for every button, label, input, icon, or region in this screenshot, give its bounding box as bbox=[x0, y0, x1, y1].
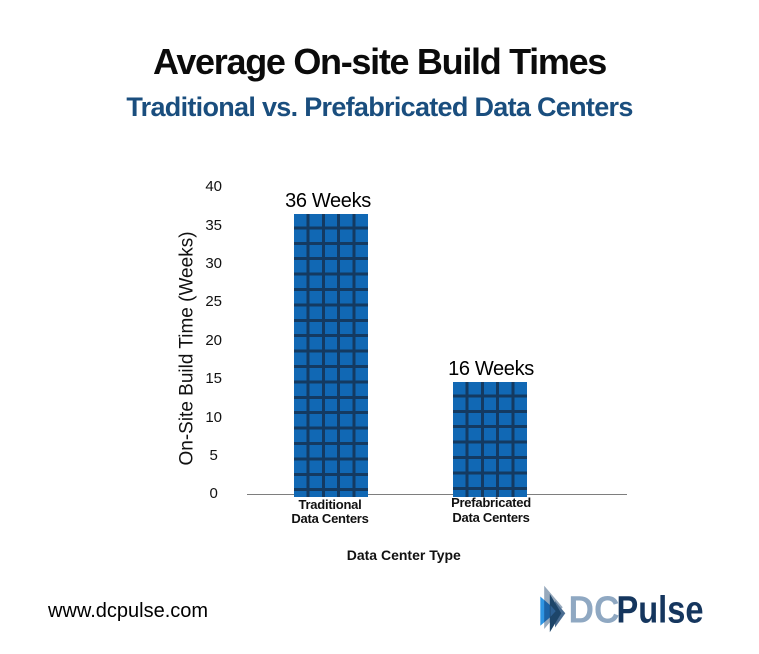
svg-text:DC: DC bbox=[569, 589, 620, 631]
svg-text:Pulse: Pulse bbox=[617, 589, 704, 631]
